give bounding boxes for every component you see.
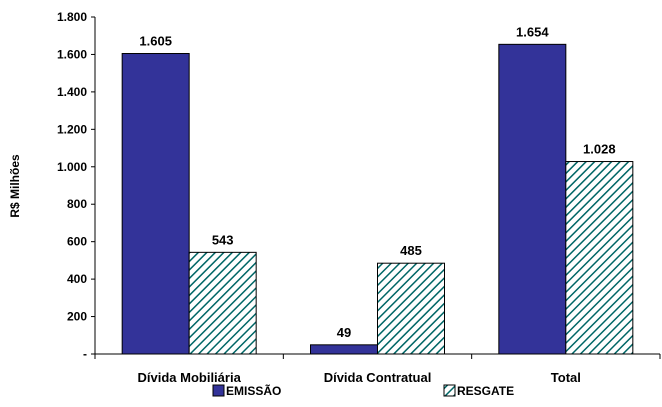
y-axis-label: R$ Milhões <box>8 154 22 218</box>
y-tick-label: 200 <box>67 310 87 324</box>
y-tick-label: 1.000 <box>57 160 87 174</box>
plot-area: - 200 400 600 800 1.000 1.200 1.400 1.600 1.800 Dí… <box>57 10 661 385</box>
legend-swatch-resgate <box>443 384 456 397</box>
bar-emissao <box>310 344 378 355</box>
legend-swatch-emissao <box>212 384 225 397</box>
legend-label: RESGATE <box>457 384 514 398</box>
bar-resgate <box>565 161 634 355</box>
data-label: 1.654 <box>516 24 549 39</box>
y-tick-label: 1.800 <box>57 10 87 24</box>
data-label: 485 <box>400 243 422 258</box>
y-tick-label: 800 <box>67 197 87 211</box>
x-category-label: Dívida Contratual <box>324 370 432 385</box>
x-category-label: Total <box>551 370 581 385</box>
legend-label: EMISSÃO <box>226 383 281 398</box>
y-tick-label: 1.600 <box>57 47 87 61</box>
legend: EMISSÃO RESGATE <box>212 383 514 398</box>
data-label: 543 <box>212 232 234 247</box>
y-tick-label: 1.400 <box>57 85 87 99</box>
y-tick-label: 1.200 <box>57 122 87 136</box>
data-label: 1.028 <box>583 142 616 157</box>
y-tick-label: 600 <box>67 235 87 249</box>
x-category-label: Dívida Mobiliária <box>138 370 242 385</box>
data-label: 1.605 <box>139 34 172 49</box>
bar-emissao <box>498 43 567 355</box>
data-label: 49 <box>337 325 351 340</box>
bar-resgate <box>377 262 445 355</box>
y-tick-label: - <box>83 347 87 361</box>
bar-resgate <box>188 251 257 355</box>
y-tick-label: 400 <box>67 272 87 286</box>
bar-emissao <box>121 53 190 355</box>
